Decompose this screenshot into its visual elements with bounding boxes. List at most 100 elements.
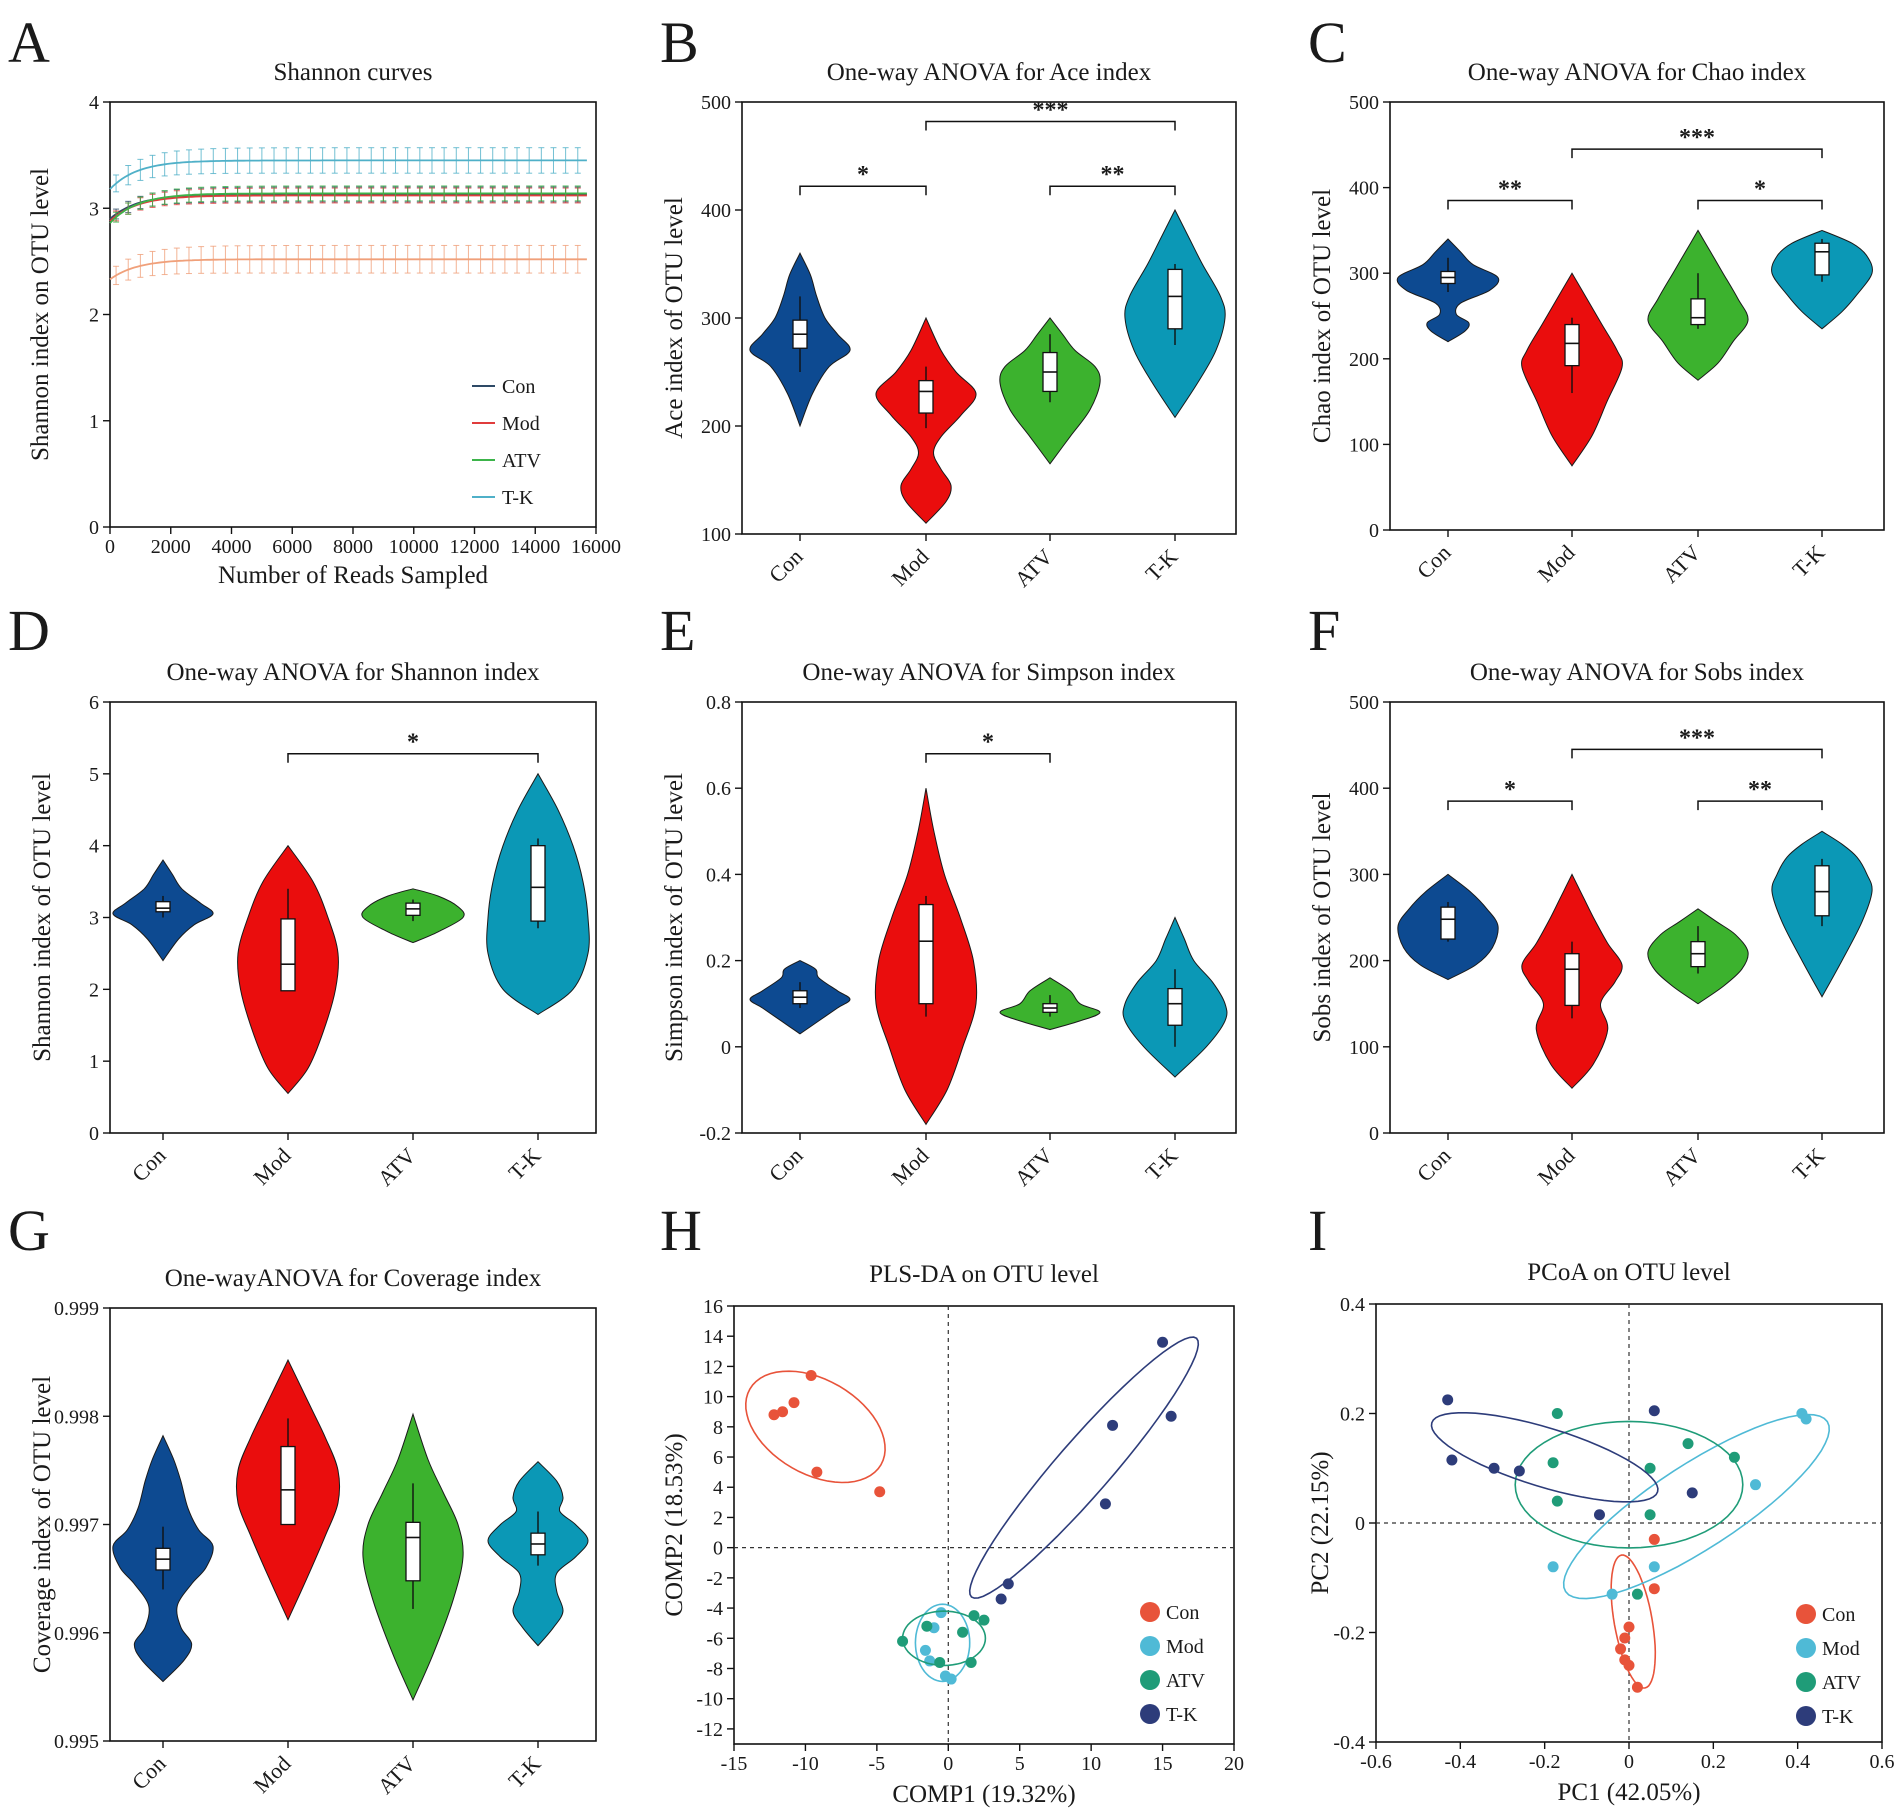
x-category-label: Con [1412,540,1456,584]
sample-point [934,1656,946,1668]
x-category-label: Mod [1532,540,1579,587]
y-tick-label: 3 [89,908,99,930]
x-category-label: Con [1412,1143,1456,1187]
sample-point [1648,1561,1660,1573]
legend-swatch [1140,1636,1160,1656]
violin-atv [1647,908,1749,1005]
y-tick-label: 200 [701,416,731,438]
y-tick-label: 0.999 [54,1298,99,1320]
box-iqr [280,1445,296,1526]
violin-con [112,1434,214,1683]
significance-label: * [857,162,869,188]
plot-frame [733,1305,1235,1745]
significance-label: * [1504,777,1516,803]
bracket-line [287,752,539,763]
box-iqr [1690,298,1706,326]
sample-point [1728,1451,1740,1463]
significance-bracket: *** [925,97,1176,131]
x-tick-label: -15 [721,1753,748,1775]
y-axis-label: Coverage index of OTU level [29,1376,56,1673]
violin-mod [875,316,977,524]
y-tick-label: 200 [1349,349,1379,371]
significance-label: *** [1033,97,1069,123]
sample-point [1682,1438,1694,1450]
group-t-k [968,1336,1200,1605]
sample-point [1606,1588,1618,1600]
y-tick-label: 0 [89,1123,99,1145]
y-axis-label: COMP2 (18.53%) [661,1433,688,1616]
group-t-k [1430,1394,1698,1521]
group-atv [1514,1408,1744,1600]
significance-label: *** [1679,125,1715,151]
sample-point [1488,1462,1500,1474]
significance-bracket: * [925,730,1051,763]
x-tick-label: 4000 [212,536,252,558]
series-line [109,258,587,281]
sample-point [874,1486,886,1498]
x-tick-label: 10 [1081,1753,1101,1775]
plot-frame [1389,101,1885,531]
bracket-line [1571,148,1823,159]
y-tick-label: -4 [706,1598,723,1620]
panel-letter: F [1308,598,1340,663]
y-tick-label: -10 [696,1689,723,1711]
y-tick-label: 300 [1349,864,1379,886]
box-iqr [918,379,934,414]
sample-point [995,1593,1007,1605]
sample-point [1107,1419,1119,1431]
x-category-label: Con [764,1143,808,1187]
bracket-line [925,120,1176,131]
panel-title: PCoA on OTU level [1527,1259,1731,1286]
y-tick-label: 2 [89,979,99,1001]
sample-point [1686,1487,1698,1499]
x-tick-label: 2000 [151,536,191,558]
box-iqr [1167,987,1183,1026]
sample-point [777,1406,789,1418]
sample-point [965,1656,977,1668]
violin-t-k [1124,208,1226,419]
significance-label: *** [1679,725,1715,751]
significance-label: * [407,730,419,756]
violin-atv [1647,229,1749,381]
y-tick-label: 300 [701,308,731,330]
x-tick-label: 14000 [510,536,560,558]
panel-B: B One-way ANOVA for Ace index Ace index of… [660,10,1237,592]
legend-label: T-K [1166,1704,1198,1726]
y-tick-label: 100 [1349,1037,1379,1059]
y-tick-label: 6 [713,1447,723,1469]
violin-mod [1521,272,1623,467]
x-tick-label: 8000 [333,536,373,558]
y-tick-label: 0.998 [54,1406,99,1428]
sample-point [1648,1533,1660,1545]
y-tick-label: 400 [1349,778,1379,800]
legend: Con Mod ATV T-K [1140,1602,1205,1726]
legend-label: Mod [502,413,540,435]
x-tick-label: -0.6 [1360,1751,1392,1773]
legend-label: Mod [1822,1638,1860,1660]
confidence-ellipse [1430,1412,1659,1503]
sample-point [768,1409,780,1421]
panel-letter: I [1308,1198,1327,1263]
y-tick-label: 0 [89,517,99,539]
sample-point [1644,1509,1656,1521]
legend-swatch [1796,1638,1816,1658]
y-tick-label: -0.4 [1333,1732,1365,1754]
significance-bracket: * [1697,176,1823,210]
x-tick-label: 10000 [389,536,439,558]
violin-con [749,252,851,428]
violin-mod [1521,873,1623,1089]
significance-bracket: *** [1571,125,1823,159]
violin-con [749,960,851,1035]
box-iqr [405,1521,421,1582]
y-tick-label: 500 [701,92,731,114]
panel-letter: G [8,1198,50,1263]
x-tick-label: 0.6 [1870,1751,1895,1773]
box-iqr [1440,906,1456,940]
x-tick-label: 0 [1624,1751,1634,1773]
x-tick-label: 0.2 [1701,1751,1726,1773]
confidence-ellipse [744,1370,886,1484]
bracket-line [799,185,927,196]
box-iqr [1814,242,1830,276]
x-axis-label: Number of Reads Sampled [218,562,489,589]
y-tick-label: 5 [89,764,99,786]
